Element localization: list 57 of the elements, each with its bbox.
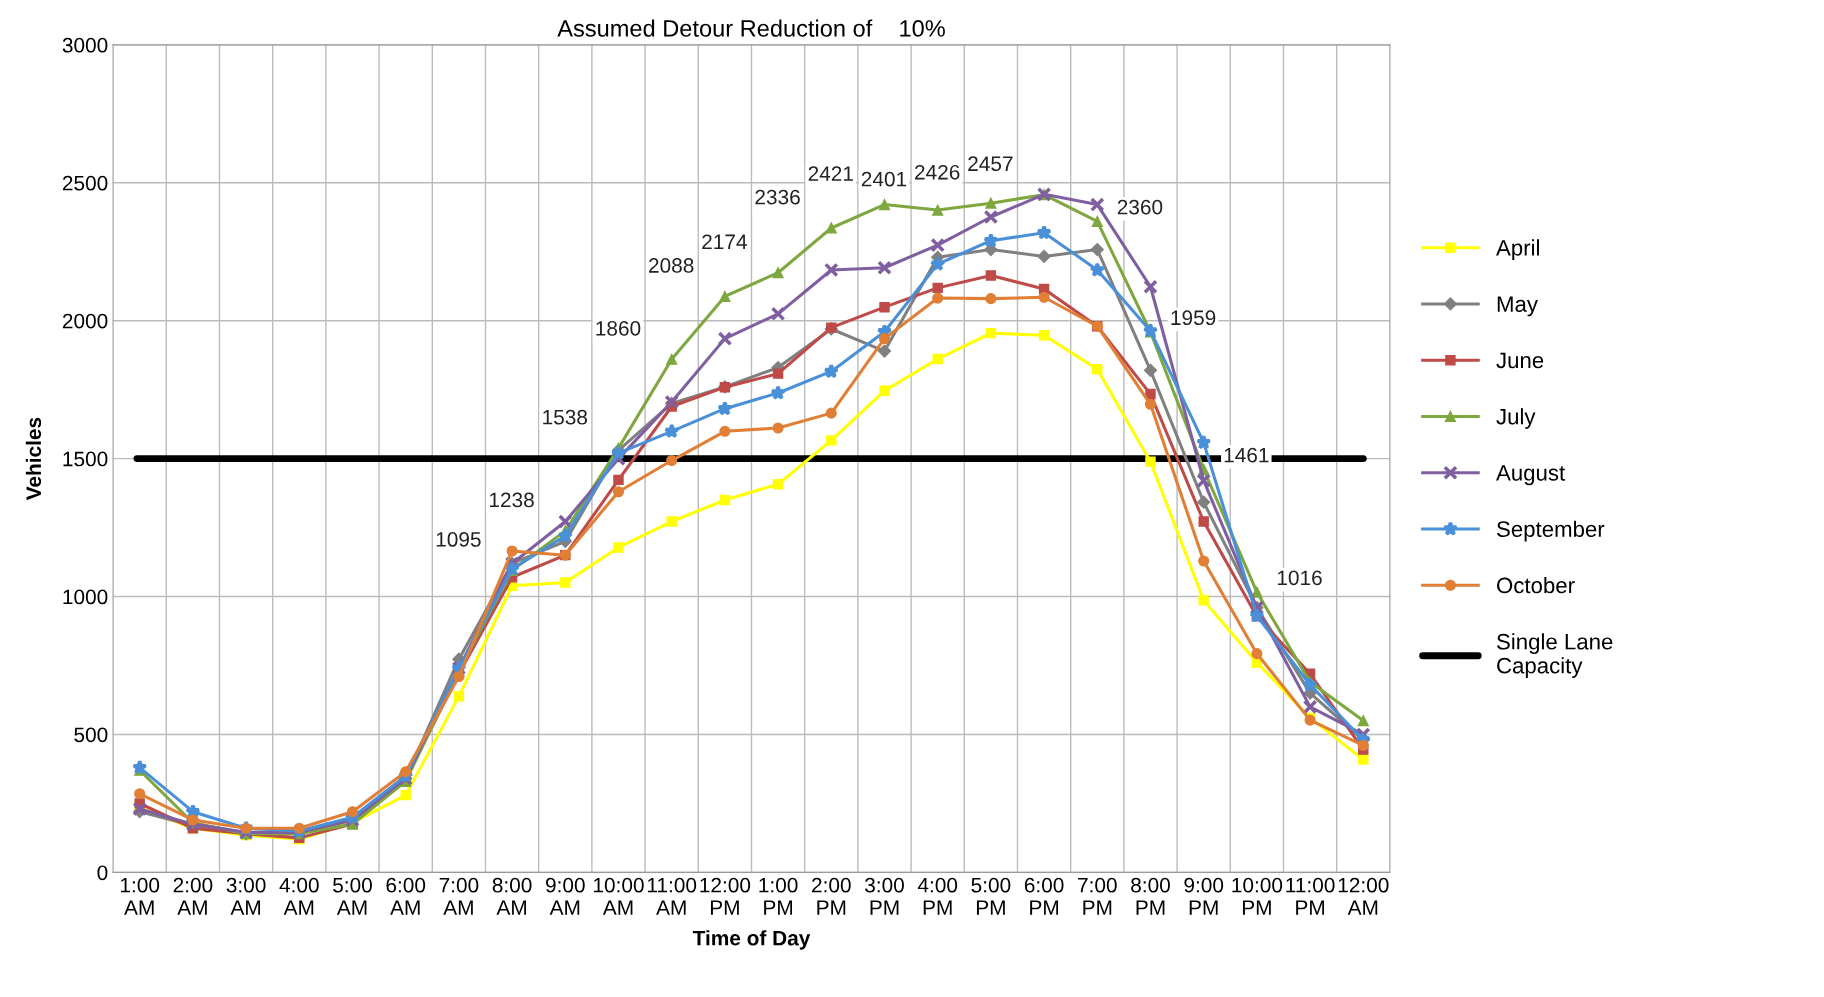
legend-label: August [1496,465,1566,486]
x-tick-label: 4:00 PM [917,877,958,915]
x-tick-label: 1:00 PM [759,877,798,915]
x-tick-label: 2:00 AM [173,877,213,915]
data-label: 1461 [1224,447,1269,463]
x-tick-label: 8:00 AM [492,877,532,915]
x-tick-label: 2:00 PM [812,877,851,915]
x-tick-label: 12:00 AM [1338,877,1389,915]
chart-title: Assumed Detour Reduction of 10% [557,19,945,37]
data-label: 2457 [968,156,1013,172]
y-tick-label: 500 [74,727,108,743]
x-tick-label: 4:00 AM [279,877,319,915]
data-label: 1959 [1171,310,1216,326]
x-tick-label: 6:00 AM [386,877,426,915]
x-tick-label: 5:00 PM [971,877,1011,915]
data-label: 1095 [436,532,481,547]
y-tick-label: 1000 [63,589,108,605]
y-tick-label: 2000 [62,313,108,329]
x-tick-label: 7:00 PM [1078,877,1117,915]
legend-label: October [1497,576,1575,594]
data-label: 2426 [915,164,960,180]
legend-label: July [1496,408,1536,429]
x-tick-label: 11:00 AM [647,877,697,915]
y-tick-label: 0 [97,865,108,881]
data-label: 2336 [755,189,800,205]
legend-label: May [1497,296,1538,317]
x-tick-label: 9:00 PM [1184,877,1224,915]
x-tick-label: 12:00 PM [700,877,751,915]
data-label: 1538 [543,409,588,425]
data-label: 1016 [1277,570,1322,586]
x-tick-label: 1:00 AM [121,877,160,915]
x-tick-label: 3:00 PM [865,877,904,915]
x-tick-label: 7:00 AM [439,877,479,915]
legend-label: Single Lane Capacity [1497,633,1613,678]
x-tick-label: 5:00 AM [333,877,372,915]
data-label: 2360 [1117,199,1163,215]
x-tick-label: 11:00 PM [1286,877,1335,915]
data-label: 1238 [489,492,534,508]
x-axis-title: Time of Day [692,930,811,950]
y-tick-label: 3000 [62,37,108,53]
x-tick-label: 6:00 PM [1024,877,1064,915]
legend-label: June [1496,352,1544,369]
y-tick-label: 1500 [63,451,108,467]
data-label: 2174 [702,234,747,249]
x-tick-label: 3:00 AM [226,877,266,915]
x-tick-label: 8:00 PM [1131,877,1170,915]
data-label: 2401 [861,171,907,187]
data-label: 2421 [808,166,853,181]
data-label: 1860 [596,321,641,336]
y-tick-label: 2500 [62,175,108,191]
legend-label: September [1497,520,1605,542]
x-tick-label: 10:00 AM [594,877,644,915]
x-tick-label: 10:00 PM [1232,877,1283,915]
legend-label: April [1496,239,1539,261]
data-label: 2088 [649,258,694,273]
y-axis-title: Vehicles [25,417,42,501]
x-tick-label: 9:00 AM [545,877,585,915]
